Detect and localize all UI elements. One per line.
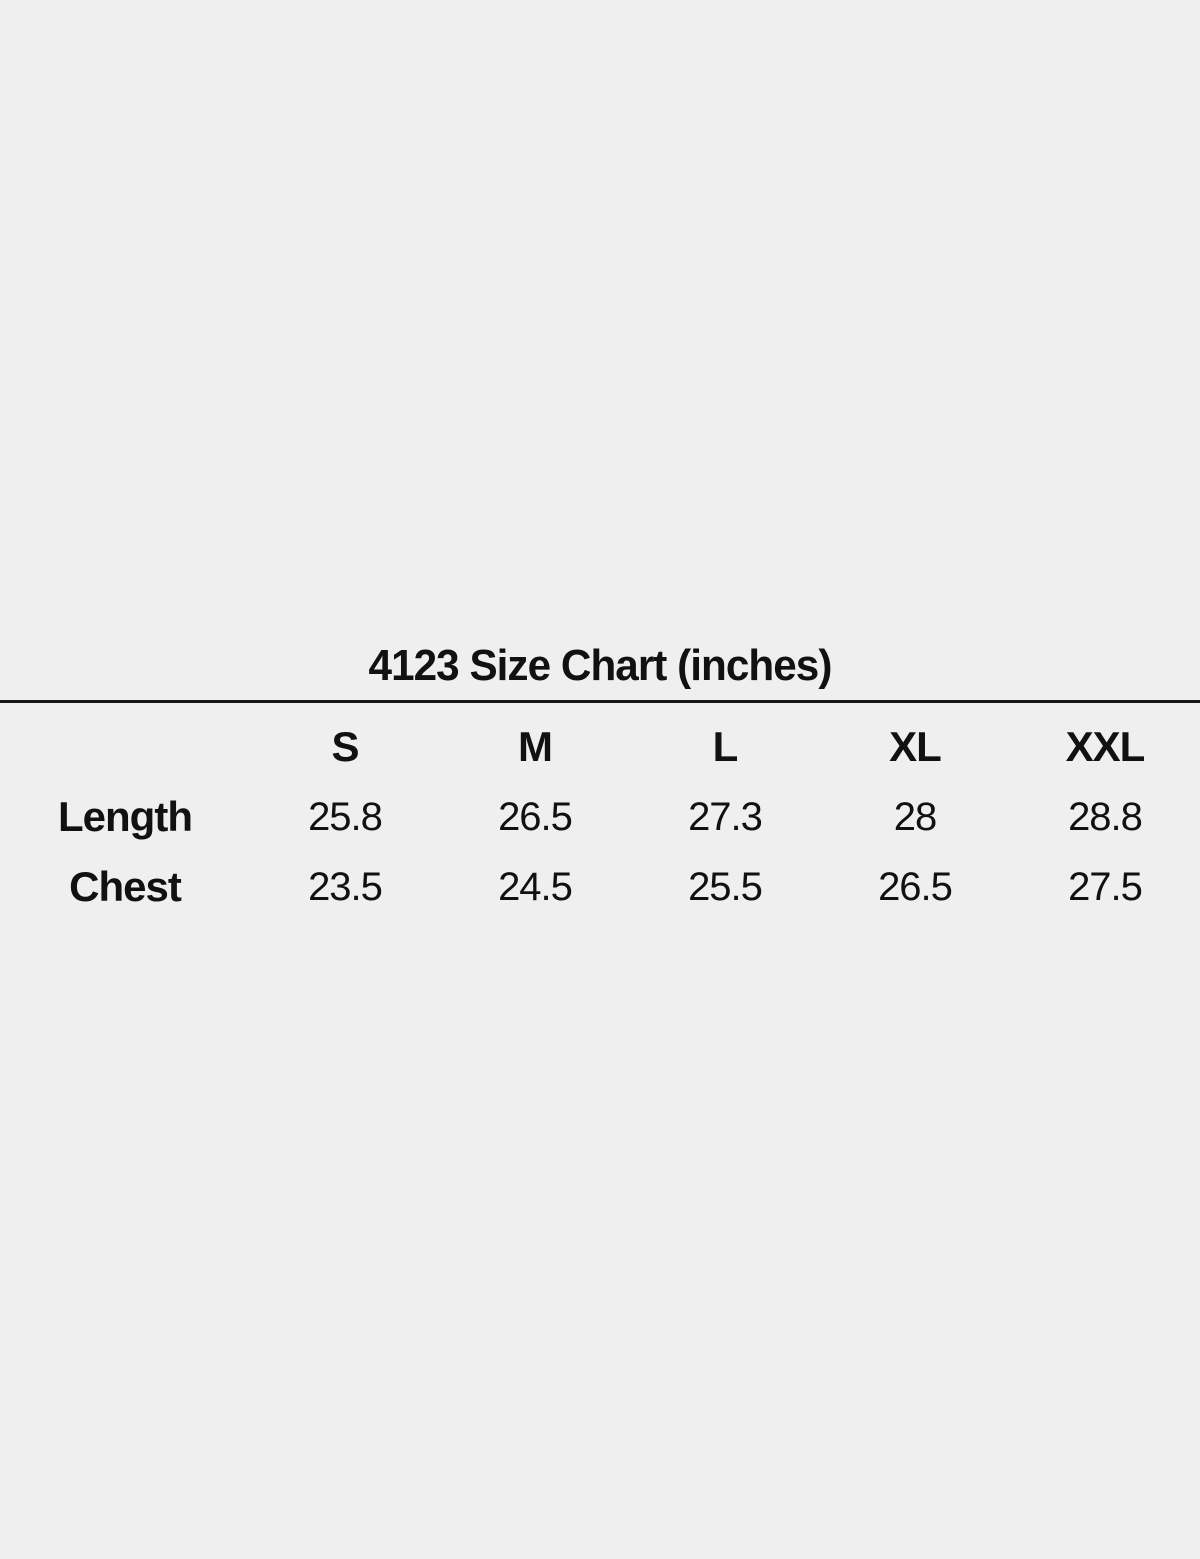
title-divider xyxy=(0,700,1200,703)
length-value-xxl: 28.8 xyxy=(1068,794,1143,839)
chest-value-l: 25.5 xyxy=(688,864,763,909)
length-value-s: 25.8 xyxy=(308,794,383,839)
row-label-chest: Chest xyxy=(69,863,182,910)
column-header-l: L xyxy=(712,723,739,770)
column-header-s: S xyxy=(331,723,359,770)
size-chart: 4123 Size Chart (inches) S M L XL XXL Le… xyxy=(0,636,1200,922)
column-header-m: M xyxy=(518,723,553,770)
size-chart-table: S M L XL XXL Length 25.8 26.5 27.3 28 28… xyxy=(0,712,1200,922)
column-header-xl: XL xyxy=(889,723,942,770)
length-value-l: 27.3 xyxy=(688,794,763,839)
length-value-xl: 28 xyxy=(893,794,938,839)
corner-cell xyxy=(0,712,250,782)
column-header-xxl: XXL xyxy=(1065,723,1146,770)
chest-value-s: 23.5 xyxy=(308,864,383,909)
chest-value-m: 24.5 xyxy=(498,864,573,909)
chest-value-xl: 26.5 xyxy=(878,864,953,909)
length-value-m: 26.5 xyxy=(498,794,573,839)
chest-value-xxl: 27.5 xyxy=(1068,864,1143,909)
row-label-length: Length xyxy=(58,793,193,840)
size-chart-title: 4123 Size Chart (inches) xyxy=(368,641,833,690)
